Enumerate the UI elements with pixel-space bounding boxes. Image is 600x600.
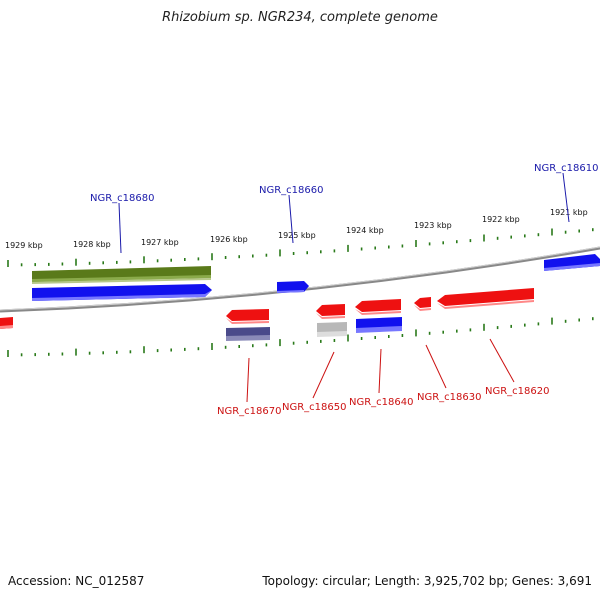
gene-grey[interactable] (317, 322, 347, 337)
gene-ngr-c18660[interactable] (277, 281, 309, 293)
gene-label-ngr-c18620[interactable]: NGR_c18620 (485, 386, 550, 397)
leader-line-ngr-c18630 (425, 344, 447, 389)
gene-blue-reverse[interactable] (356, 317, 402, 333)
upper-tick-ruler (7, 228, 594, 267)
scale-label-1928: 1928 kbp (73, 240, 111, 249)
gene-ngr-c18630[interactable] (414, 297, 431, 311)
gene-ngr-c18650[interactable] (316, 304, 345, 319)
gene-ngr-c18620[interactable] (437, 288, 534, 309)
gene-label-ngr-c18670[interactable]: NGR_c18670 (217, 406, 282, 417)
scale-label-1922: 1922 kbp (482, 215, 520, 224)
gene-label-ngr-c18640[interactable]: NGR_c18640 (349, 397, 414, 408)
leader-line-ngr-c18640 (378, 348, 382, 394)
scale-label-1925: 1925 kbp (278, 231, 316, 240)
gene-label-ngr-c18680[interactable]: NGR_c18680 (90, 193, 155, 204)
gene-ngr-c18640[interactable] (355, 299, 401, 315)
lower-tick-ruler (7, 317, 594, 357)
leader-line-ngr-c18620 (489, 338, 515, 383)
leader-line-ngr-c18680 (118, 202, 122, 254)
leader-line-ngr-c18660 (288, 194, 294, 244)
gene-label-ngr-c18610[interactable]: NGR_c18610 (534, 163, 599, 174)
gene-label-ngr-c18660[interactable]: NGR_c18660 (259, 185, 324, 196)
gene-ngr-c18680[interactable] (32, 284, 212, 301)
gene-purple[interactable] (226, 327, 270, 341)
scale-label-1929: 1929 kbp (5, 241, 43, 250)
genome-summary-text: Topology: circular; Length: 3,925,702 bp… (262, 574, 592, 588)
accession-text: Accession: NC_012587 (8, 574, 145, 588)
gene-ngr-c18670[interactable] (226, 309, 269, 324)
gene-olive[interactable] (32, 266, 211, 284)
scale-label-1924: 1924 kbp (346, 226, 384, 235)
scale-label-1921: 1921 kbp (550, 208, 588, 217)
gene-ngr-c18610[interactable] (544, 254, 600, 271)
scale-label-1927: 1927 kbp (141, 238, 179, 247)
gene-label-ngr-c18650[interactable]: NGR_c18650 (282, 402, 347, 413)
leader-line-ngr-c18610 (562, 172, 570, 223)
leader-line-ngr-c18670 (246, 357, 250, 403)
leader-line-ngr-c18650 (312, 351, 335, 399)
genome-title: Rhizobium sp. NGR234, complete genome (162, 10, 438, 25)
gene-label-ngr-c18630[interactable]: NGR_c18630 (417, 392, 482, 403)
scale-label-1926: 1926 kbp (210, 235, 248, 244)
scale-label-1923: 1923 kbp (414, 221, 452, 230)
gene-left-edge[interactable] (0, 317, 13, 329)
